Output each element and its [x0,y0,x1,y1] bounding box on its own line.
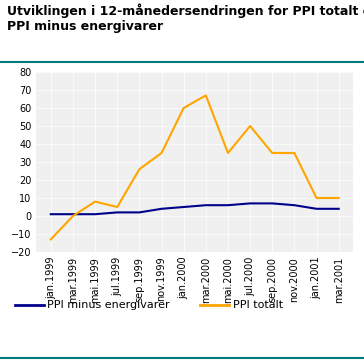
PPI minus energivarer [93,212,97,216]
PPI minus energivarer [314,207,319,211]
PPI totalt [115,205,119,209]
PPI totalt [137,167,142,171]
Text: Utviklingen i 12-månedersendringen for PPI totalt og
PPI minus energivarer: Utviklingen i 12-månedersendringen for P… [7,3,364,33]
PPI minus energivarer [137,210,142,215]
PPI totalt [292,151,297,155]
PPI minus energivarer [292,203,297,207]
PPI totalt [203,93,208,98]
PPI minus energivarer [115,210,119,215]
PPI totalt [270,151,274,155]
PPI totalt [159,151,164,155]
PPI totalt [49,237,53,242]
Text: PPI totalt: PPI totalt [233,300,283,310]
PPI totalt [182,106,186,110]
Line: PPI minus energivarer: PPI minus energivarer [51,203,339,214]
PPI minus energivarer [226,203,230,207]
Line: PPI totalt: PPI totalt [51,95,339,239]
PPI minus energivarer [203,203,208,207]
PPI minus energivarer [336,207,341,211]
PPI minus energivarer [182,205,186,209]
PPI totalt [314,196,319,200]
PPI minus energivarer [270,201,274,206]
PPI totalt [71,214,75,218]
PPI minus energivarer [159,207,164,211]
PPI totalt [93,199,97,204]
PPI totalt [248,124,252,128]
PPI minus energivarer [248,201,252,206]
Text: PPI minus energivarer: PPI minus energivarer [47,300,170,310]
PPI totalt [226,151,230,155]
PPI totalt [336,196,341,200]
PPI minus energivarer [71,212,75,216]
PPI minus energivarer [49,212,53,216]
